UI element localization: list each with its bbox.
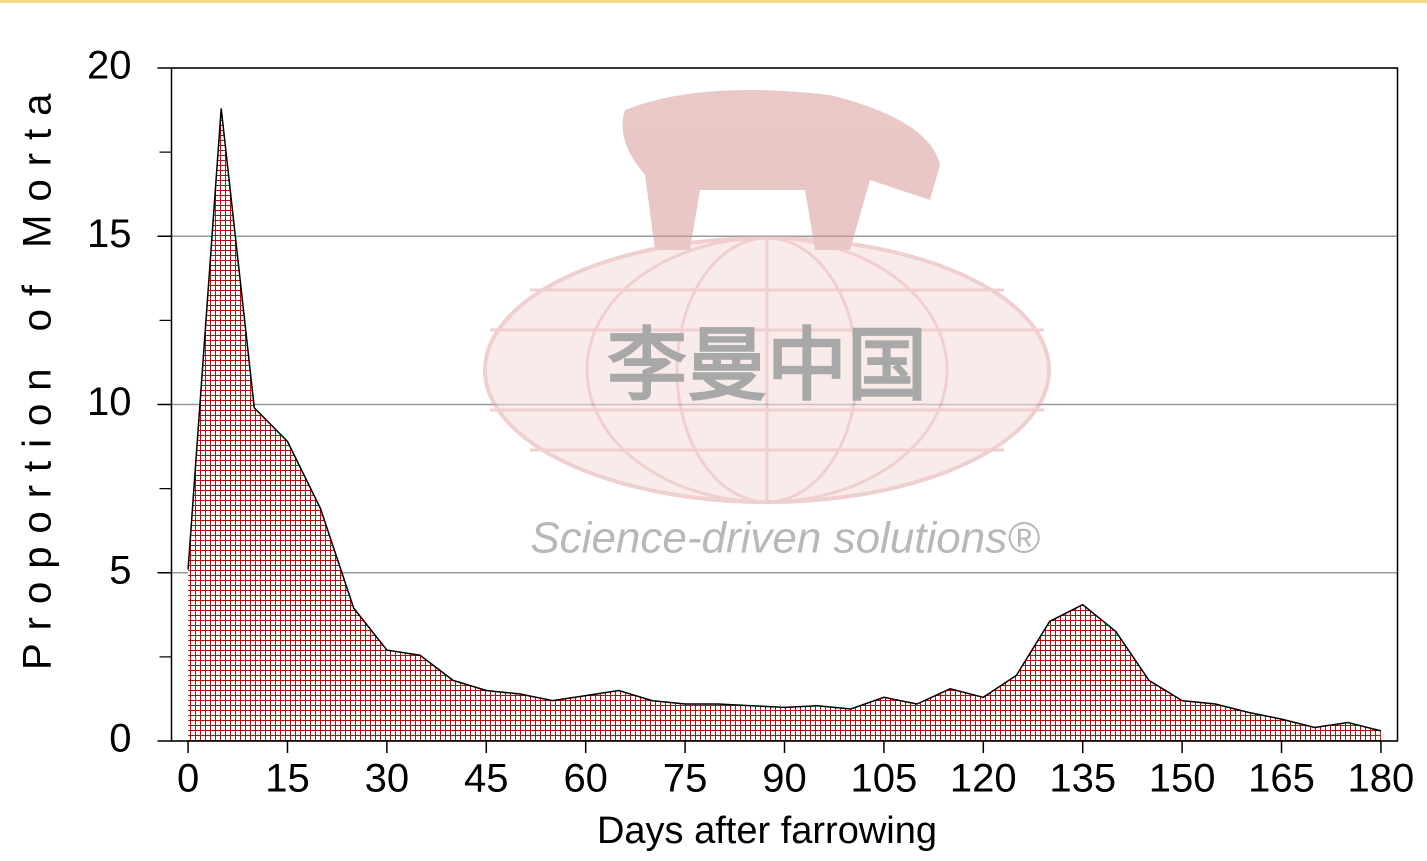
y-tick-label: 5 <box>109 548 131 592</box>
top-border <box>0 0 1427 3</box>
x-tick-label: 180 <box>1348 757 1415 801</box>
x-axis-title: Days after farrowing <box>597 810 937 852</box>
watermark-tagline: Science-driven solutions® <box>530 514 1040 563</box>
x-tick-label: 90 <box>762 757 807 801</box>
x-tick-label: 60 <box>563 757 608 801</box>
plot-frame <box>170 67 1399 742</box>
y-tick-label: 15 <box>87 212 132 256</box>
x-tick-label: 0 <box>177 757 199 801</box>
x-tick-label: 15 <box>265 757 310 801</box>
watermark-text: 李曼中国 <box>607 318 927 412</box>
y-axis-title: Proportion of Morta <box>16 81 60 670</box>
x-tick-label: 150 <box>1149 757 1216 801</box>
x-tick-label: 45 <box>464 757 509 801</box>
x-tick-label: 120 <box>950 757 1017 801</box>
x-tick-label: 105 <box>851 757 918 801</box>
y-tick-label: 20 <box>87 44 132 88</box>
x-tick-label: 75 <box>663 757 708 801</box>
area <box>188 108 1381 741</box>
x-tick-label: 30 <box>365 757 410 801</box>
watermark <box>483 90 1051 504</box>
x-tick-label: 165 <box>1248 757 1315 801</box>
y-tick-label: 0 <box>109 717 131 761</box>
area-outline <box>187 108 1382 732</box>
x-tick-label: 135 <box>1049 757 1116 801</box>
y-tick-label: 10 <box>87 380 132 424</box>
